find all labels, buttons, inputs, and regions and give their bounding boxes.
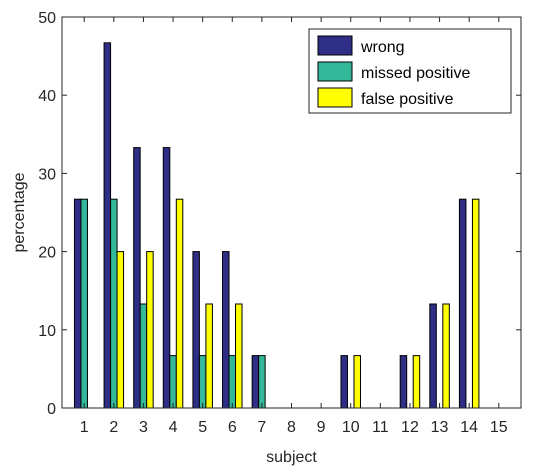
legend-swatch-missed-positive — [318, 62, 352, 81]
y-tick-label: 50 — [38, 10, 56, 27]
y-tick-label: 40 — [38, 88, 56, 105]
x-tick-label: 12 — [401, 419, 419, 436]
bar-missed-positive-1 — [81, 199, 88, 408]
bar-false-positive-6 — [236, 304, 243, 408]
y-tick-label: 20 — [38, 245, 56, 262]
x-tick-label: 15 — [490, 419, 508, 436]
bar-false-positive-5 — [206, 304, 213, 408]
bar-missed-positive-5 — [199, 356, 206, 408]
bar-false-positive-12 — [413, 356, 420, 408]
x-axis-label: subject — [266, 449, 317, 466]
bar-false-positive-2 — [117, 252, 124, 408]
y-axis-label: percentage — [11, 172, 28, 252]
x-tick-label: 8 — [287, 419, 296, 436]
y-tick-label: 0 — [47, 401, 56, 418]
x-tick-label: 9 — [317, 419, 326, 436]
y-tick-label: 30 — [38, 166, 56, 183]
bar-wrong-2 — [104, 43, 111, 408]
x-tick-label: 13 — [431, 419, 449, 436]
bar-missed-positive-2 — [111, 199, 118, 408]
x-tick-label: 2 — [109, 419, 118, 436]
bar-wrong-10 — [341, 356, 348, 408]
bar-wrong-5 — [193, 252, 200, 408]
bar-wrong-13 — [430, 304, 437, 408]
bar-missed-positive-7 — [259, 356, 266, 408]
legend-swatch-false-positive — [318, 88, 352, 107]
bar-wrong-1 — [74, 199, 81, 408]
bar-wrong-3 — [134, 148, 141, 408]
bar-wrong-7 — [252, 356, 258, 408]
y-tick-label: 10 — [38, 323, 56, 340]
x-tick-label: 3 — [139, 419, 148, 436]
x-tick-label: 6 — [228, 419, 237, 436]
bar-missed-positive-3 — [140, 304, 147, 408]
bar-false-positive-13 — [443, 304, 450, 408]
bar-wrong-4 — [163, 148, 170, 408]
bar-wrong-12 — [400, 356, 407, 408]
x-tick-label: 7 — [257, 419, 266, 436]
x-tick-label: 1 — [80, 419, 89, 436]
bar-wrong-6 — [223, 252, 230, 408]
x-tick-label: 10 — [342, 419, 360, 436]
bar-missed-positive-6 — [229, 356, 236, 408]
legend-label-missed-positive: missed positive — [361, 65, 470, 82]
bar-false-positive-3 — [147, 252, 154, 408]
bar-false-positive-4 — [176, 199, 183, 408]
legend: wrong missed positive false positive — [309, 29, 511, 113]
bar-missed-positive-4 — [170, 356, 177, 408]
x-tick-label: 11 — [372, 419, 389, 436]
bar-false-positive-10 — [354, 356, 361, 408]
legend-label-wrong: wrong — [360, 39, 405, 56]
x-tick-label: 4 — [169, 419, 178, 436]
bar-wrong-14 — [459, 199, 466, 408]
legend-label-false-positive: false positive — [361, 91, 454, 108]
legend-swatch-wrong — [318, 36, 352, 55]
x-tick-label: 5 — [198, 419, 207, 436]
bar-false-positive-14 — [472, 199, 479, 408]
x-tick-label: 14 — [460, 419, 478, 436]
